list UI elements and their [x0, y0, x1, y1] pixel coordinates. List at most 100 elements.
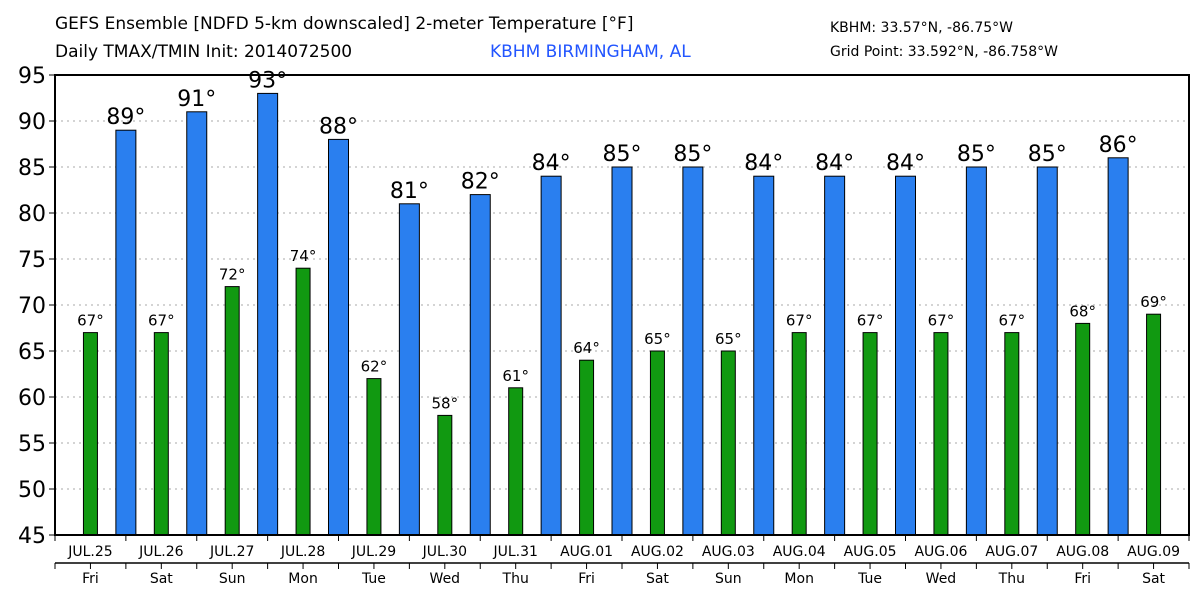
- tmin-bar: [366, 378, 382, 536]
- y-tick-label: 55: [18, 432, 46, 457]
- tmin-label: 72°: [219, 266, 246, 284]
- y-tick-label: 50: [18, 478, 46, 503]
- y-tick-label: 60: [18, 386, 46, 411]
- tmin-bar: [933, 332, 949, 536]
- tmax-label: 84°: [815, 151, 854, 176]
- tmin-label: 67°: [857, 312, 884, 330]
- weekday-label: Fri: [578, 571, 595, 587]
- tmin-label: 67°: [999, 312, 1026, 330]
- date-label: JUL.27: [209, 544, 254, 560]
- weekday-label: Mon: [288, 571, 318, 587]
- tmin-label: 69°: [1140, 293, 1167, 311]
- tmin-label: 58°: [432, 394, 459, 412]
- tmin-bar: [791, 332, 807, 536]
- tmin-label: 67°: [786, 312, 813, 330]
- date-label: AUG.03: [702, 544, 755, 560]
- tmax-label: 91°: [177, 87, 216, 112]
- tmax-bar: [824, 175, 846, 536]
- tmin-label: 64°: [573, 339, 600, 357]
- date-label: JUL.28: [280, 544, 325, 560]
- tmin-label: 67°: [928, 312, 955, 330]
- weekday-label: Sat: [150, 571, 173, 587]
- date-label: JUL.31: [492, 544, 537, 560]
- tmax-bar: [186, 111, 208, 536]
- tmax-bar: [469, 194, 491, 536]
- y-tick-label: 45: [18, 524, 46, 549]
- tmax-bar: [753, 175, 775, 536]
- tmax-label: 93°: [248, 68, 287, 93]
- tmin-label: 62°: [361, 358, 388, 376]
- tmax-label: 88°: [319, 114, 358, 139]
- date-label: AUG.08: [1056, 544, 1109, 560]
- weekday-label: Sun: [219, 571, 246, 587]
- date-label: AUG.02: [631, 544, 684, 560]
- date-label: JUL.30: [422, 544, 467, 560]
- tmin-bar: [1075, 322, 1091, 536]
- tmax-bar: [965, 166, 987, 536]
- weekday-label: Sun: [715, 571, 742, 587]
- date-label: AUG.07: [985, 544, 1038, 560]
- tmax-bar: [540, 175, 562, 536]
- weekday-label: Sat: [646, 571, 669, 587]
- y-tick-label: 85: [18, 156, 46, 181]
- date-label: AUG.04: [773, 544, 826, 560]
- chart-subtitle: Daily TMAX/TMIN Init: 2014072500: [55, 42, 353, 62]
- date-label: JUL.29: [351, 544, 396, 560]
- tmax-label: 81°: [390, 179, 429, 204]
- tmin-label: 67°: [148, 312, 175, 330]
- tmin-bar: [1146, 313, 1162, 536]
- weekday-label: Wed: [430, 571, 461, 587]
- tmax-bar: [328, 138, 349, 536]
- y-tick-label: 95: [18, 64, 46, 89]
- date-label: AUG.01: [560, 544, 613, 560]
- weekday-label: Fri: [1074, 571, 1091, 587]
- tmin-label: 68°: [1069, 302, 1096, 320]
- tmax-bar: [257, 92, 279, 536]
- weekday-label: Thu: [502, 571, 529, 587]
- tmin-bar: [153, 332, 169, 536]
- tmax-label: 85°: [957, 142, 996, 167]
- tmax-bar: [682, 166, 704, 536]
- date-label: AUG.05: [844, 544, 897, 560]
- tmax-label: 85°: [673, 142, 712, 167]
- weekday-label: Mon: [784, 571, 814, 587]
- tmin-bar: [579, 359, 595, 536]
- grid-point-coords: Grid Point: 33.592°N, -86.758°W: [830, 44, 1058, 60]
- tmax-bar: [611, 166, 633, 536]
- tmin-label: 65°: [644, 330, 671, 348]
- date-label: AUG.09: [1127, 544, 1180, 560]
- tmin-bar: [1004, 332, 1020, 536]
- date-label: AUG.06: [914, 544, 967, 560]
- weekday-label: Thu: [998, 571, 1025, 587]
- weekday-label: Tue: [361, 571, 386, 587]
- tmax-bar: [895, 175, 916, 536]
- tmin-bar: [437, 414, 453, 536]
- y-tick-label: 75: [18, 248, 46, 273]
- date-label: JUL.25: [67, 544, 112, 560]
- tmax-bar: [115, 129, 137, 536]
- tmin-label: 67°: [77, 312, 104, 330]
- y-tick-label: 70: [18, 294, 46, 319]
- weekday-label: Tue: [857, 571, 882, 587]
- tmin-bar: [862, 332, 878, 536]
- y-tick-label: 65: [18, 340, 46, 365]
- tmin-bar: [720, 350, 736, 536]
- date-label: JUL.26: [138, 544, 184, 560]
- station-coords: KBHM: 33.57°N, -86.75°W: [830, 20, 1013, 36]
- tmin-bar: [508, 387, 524, 536]
- tmax-label: 85°: [1028, 142, 1067, 167]
- tmin-bar: [82, 332, 98, 536]
- tmin-bar: [649, 350, 665, 536]
- y-tick-label: 90: [18, 110, 46, 135]
- weekday-label: Sat: [1142, 571, 1165, 587]
- tmax-label: 89°: [106, 105, 145, 130]
- tmax-label: 82°: [461, 170, 500, 195]
- tmax-label: 86°: [1099, 133, 1138, 158]
- tmax-label: 84°: [744, 151, 783, 176]
- tmax-bar: [1036, 166, 1058, 536]
- tmax-bar: [398, 203, 420, 536]
- tmax-label: 84°: [532, 151, 571, 176]
- tmin-bar: [295, 267, 311, 536]
- weekday-label: Wed: [926, 571, 957, 587]
